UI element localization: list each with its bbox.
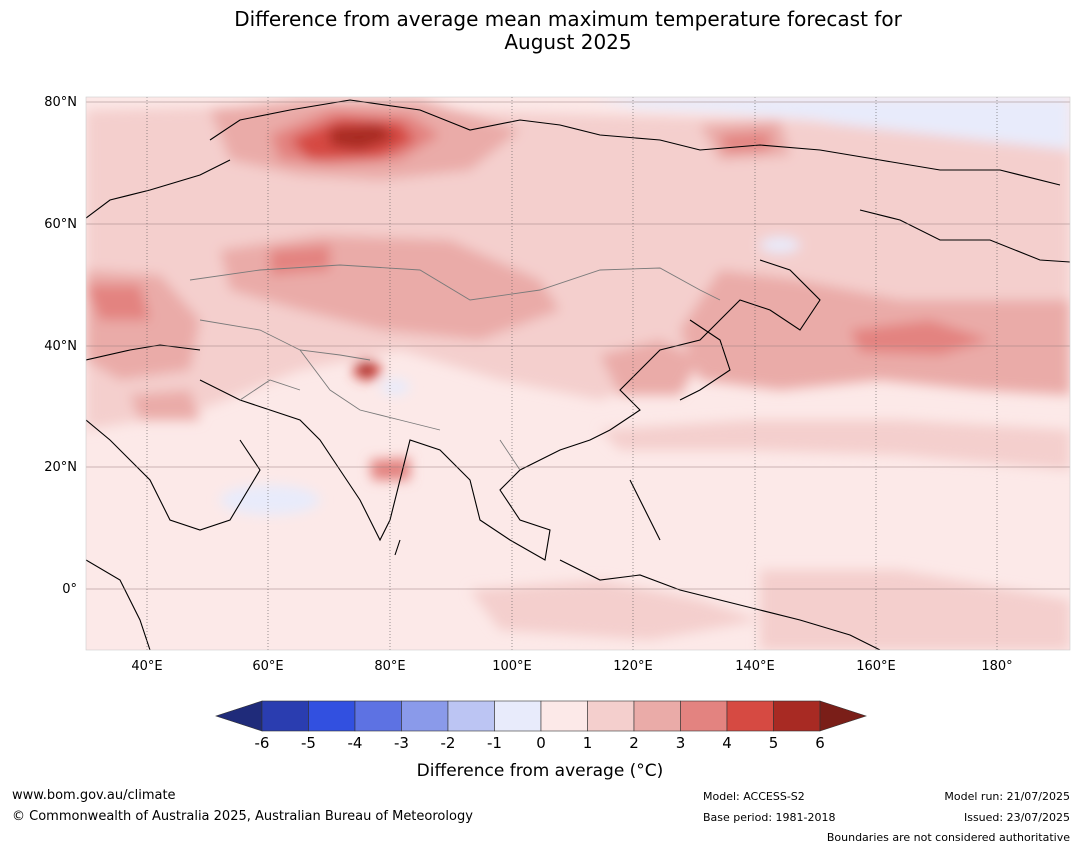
colorbar-arrow-high — [819, 700, 867, 732]
colorbar-segment — [773, 700, 821, 732]
colorbar-tick-label: 5 — [768, 734, 779, 752]
chart-title: Difference from average mean maximum tem… — [0, 8, 1081, 54]
lon-label-160e: 160°E — [856, 659, 896, 674]
colorbar-tick-label: -5 — [301, 734, 316, 752]
lon-label-180: 180° — [981, 659, 1013, 674]
footer-url: www.bom.gov.au/climate — [12, 788, 176, 803]
title-line-2: August 2025 — [504, 30, 632, 54]
colorbar-segment — [494, 700, 542, 732]
colorbar-segment — [354, 700, 402, 732]
footer-copyright: © Commonwealth of Australia 2025, Austra… — [12, 809, 473, 824]
lat-label-80n: 80°N — [44, 95, 77, 110]
colorbar-tick-label: -1 — [487, 734, 502, 752]
colorbar-segment — [680, 700, 728, 732]
lat-label-60n: 60°N — [44, 217, 77, 232]
colorbar — [215, 700, 867, 732]
title-line-1: Difference from average mean maximum tem… — [234, 7, 902, 31]
lon-label-80e: 80°E — [374, 659, 406, 674]
colorbar-tick-label: 4 — [722, 734, 732, 752]
colorbar-segment — [401, 700, 449, 732]
colorbar-tick-label: -2 — [440, 734, 456, 752]
colorbar-tick-label: -6 — [254, 734, 270, 752]
map-fill-layer — [86, 97, 1070, 650]
footer-base-period: Base period: 1981-2018 — [703, 811, 836, 824]
colorbar-tick-label: 3 — [675, 734, 686, 752]
lon-label-60e: 60°E — [252, 659, 284, 674]
footer-model: Model: ACCESS-S2 — [703, 790, 805, 803]
colorbar-segment — [447, 700, 495, 732]
colorbar-segment — [308, 700, 356, 732]
graticule — [86, 97, 1070, 650]
colorbar-tick-label: 0 — [536, 734, 546, 752]
lat-label-equator: 0° — [62, 582, 77, 597]
footer-issued: Issued: 23/07/2025 — [963, 811, 1070, 824]
colorbar-segment — [540, 700, 588, 732]
colorbar-segment — [726, 700, 774, 732]
colorbar-segment — [261, 700, 309, 732]
footer-disclaimer: Boundaries are not considered authoritat… — [826, 831, 1070, 844]
lon-label-140e: 140°E — [735, 659, 775, 674]
colorbar-arrow-low — [215, 700, 263, 732]
colorbar-tick-label: -3 — [394, 734, 409, 752]
footer-model-run: Model run: 21/07/2025 — [944, 790, 1070, 803]
coastlines — [86, 99, 1070, 650]
colorbar-tick-label: 2 — [629, 734, 639, 752]
colorbar-tick-label: -4 — [347, 734, 363, 752]
colorbar-label: Difference from average (°C) — [416, 761, 664, 781]
lon-label-40e: 40°E — [131, 659, 163, 674]
lat-label-20n: 20°N — [44, 460, 77, 475]
colorbar-tick-label: 1 — [582, 734, 593, 752]
country-borders — [189, 264, 721, 471]
lon-label-120e: 120°E — [613, 659, 653, 674]
colorbar-segment — [633, 700, 681, 732]
colorbar-tick-label: 6 — [815, 734, 825, 752]
lat-label-40n: 40°N — [44, 339, 77, 354]
colorbar-segment — [587, 700, 635, 732]
lon-label-100e: 100°E — [492, 659, 532, 674]
